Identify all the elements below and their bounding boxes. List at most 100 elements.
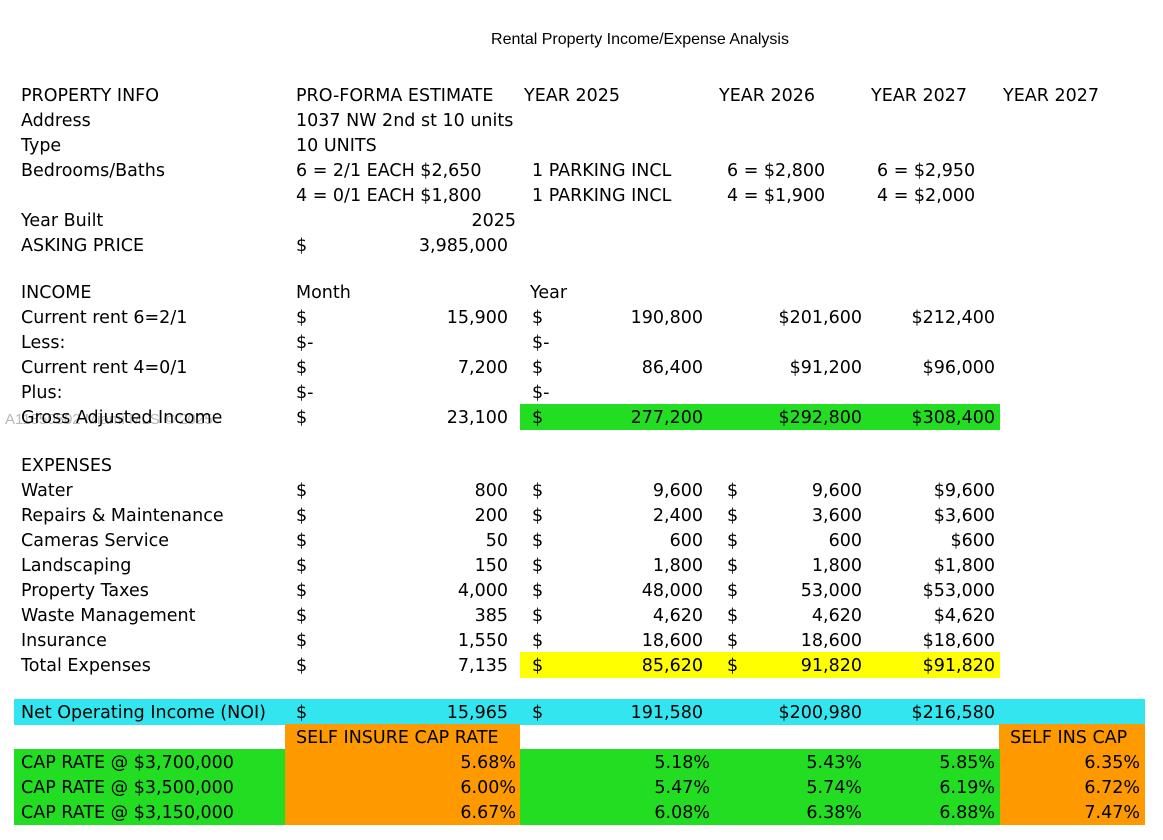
row-label: CAP RATE @ $3,500,000 xyxy=(21,778,234,798)
cell: $ xyxy=(532,531,543,551)
row-highlight xyxy=(520,799,1000,825)
row-label: INCOME xyxy=(21,283,91,303)
cell: 1,800 xyxy=(812,556,862,576)
cell: 6.19% xyxy=(939,778,995,798)
cell: YEAR 2027 xyxy=(1002,86,1099,106)
row-label: Less: xyxy=(21,333,65,353)
cell: Year xyxy=(529,283,568,303)
cell: $ xyxy=(727,556,738,576)
cell: YEAR 2025 xyxy=(523,86,620,106)
row-highlight xyxy=(285,774,520,800)
row-highlight xyxy=(285,749,520,775)
cell: 4 = 0/1 EACH $1,800 xyxy=(296,186,482,206)
cell: $ xyxy=(296,703,307,723)
row-highlight xyxy=(1000,749,1145,775)
cell: 6.72% xyxy=(1084,778,1140,798)
cell: 277,200 xyxy=(631,408,703,428)
cell: 191,580 xyxy=(631,703,703,723)
cell: 385 xyxy=(475,606,508,626)
cell: YEAR 2027 xyxy=(870,86,967,106)
cell: 15,965 xyxy=(447,703,508,723)
row-label: ASKING PRICE xyxy=(21,236,144,256)
cell: 1037 NW 2nd st 10 units xyxy=(296,111,513,131)
cells: PROPERTY INFO PRO-FORMA ESTIMATE YEAR 2025… xyxy=(20,86,1140,823)
cell: $ xyxy=(532,581,543,601)
cell: $53,000 xyxy=(923,581,995,601)
cell: 6.08% xyxy=(654,803,710,823)
cell: 6.38% xyxy=(806,803,862,823)
cell: 7.47% xyxy=(1084,803,1140,823)
row-label: Landscaping xyxy=(21,556,131,576)
cell: $18,600 xyxy=(923,631,995,651)
cell: 5.85% xyxy=(939,753,995,773)
cell: $ xyxy=(532,408,543,428)
cell: 6 = 2/1 EACH $2,650 xyxy=(296,161,482,181)
row-label: CAP RATE @ $3,700,000 xyxy=(21,753,234,773)
cell: 6.88% xyxy=(939,803,995,823)
cell: $ xyxy=(727,606,738,626)
cell: 6 = $2,950 xyxy=(877,161,975,181)
cell: 4,620 xyxy=(812,606,862,626)
row-highlight xyxy=(285,724,520,750)
cell: Month xyxy=(296,283,351,303)
cell: 6.67% xyxy=(460,803,516,823)
row-label: Year Built xyxy=(20,211,103,231)
cell: 15,900 xyxy=(447,308,508,328)
cell: $ xyxy=(532,606,543,626)
cell: $3,600 xyxy=(934,506,995,526)
row-highlight xyxy=(999,724,1145,750)
cell: SELF INSURE CAP RATE xyxy=(296,728,499,748)
row-label: Bedrooms/Baths xyxy=(21,161,165,181)
cell: 4,000 xyxy=(458,581,508,601)
cell: 4 = $2,000 xyxy=(877,186,975,206)
row-highlight xyxy=(14,774,285,800)
cell: $ xyxy=(296,408,307,428)
cell: $216,580 xyxy=(911,703,995,723)
row-highlight xyxy=(1000,774,1145,800)
cell: $ xyxy=(532,556,543,576)
row-highlight xyxy=(285,799,520,825)
cell: $308,400 xyxy=(911,408,995,428)
cell: 150 xyxy=(475,556,508,576)
highlights xyxy=(14,404,1145,825)
cell: 5.47% xyxy=(654,778,710,798)
cell: 5.43% xyxy=(806,753,862,773)
cell: 6.00% xyxy=(460,778,516,798)
cell: 200 xyxy=(475,506,508,526)
cell: 5.68% xyxy=(460,753,516,773)
cell: 1 PARKING INCL xyxy=(532,186,672,206)
cell: 6.35% xyxy=(1084,753,1140,773)
row-highlight xyxy=(520,652,1000,678)
cell: 18,600 xyxy=(642,631,703,651)
row-label: EXPENSES xyxy=(21,456,112,476)
cell: $ xyxy=(296,236,307,256)
sheet-title: Rental Property Income/Expense Analysis xyxy=(491,31,789,48)
row-highlight xyxy=(520,749,1000,775)
cell: 18,600 xyxy=(801,631,862,651)
cell: $ xyxy=(532,358,543,378)
cell: $4,620 xyxy=(934,606,995,626)
cell: 53,000 xyxy=(801,581,862,601)
cell: 10 UNITS xyxy=(296,136,377,156)
row-label: Waste Management xyxy=(21,606,196,626)
cell: $ xyxy=(296,531,307,551)
cell: $- xyxy=(296,383,313,403)
cell: 3,985,000 xyxy=(419,236,508,256)
row-label: Plus: xyxy=(21,383,63,403)
cell: 4 = $1,900 xyxy=(727,186,825,206)
row-label: Repairs & Maintenance xyxy=(21,506,224,526)
cell: $ xyxy=(296,358,307,378)
row-highlight xyxy=(14,749,285,775)
cell: $ xyxy=(296,581,307,601)
row-label: Net Operating Income (NOI) xyxy=(21,703,266,723)
cell: 5.74% xyxy=(806,778,862,798)
cell: $ xyxy=(296,556,307,576)
cell: $ xyxy=(296,631,307,651)
row-highlight xyxy=(1000,799,1145,825)
cell: 190,800 xyxy=(631,308,703,328)
cell: $ xyxy=(727,631,738,651)
row-label: Property Taxes xyxy=(21,581,149,601)
cell: 9,600 xyxy=(812,481,862,501)
row-label: Address xyxy=(21,111,91,131)
cell: $600 xyxy=(950,531,995,551)
